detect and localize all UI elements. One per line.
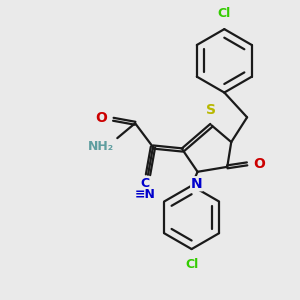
Text: ≡N: ≡N [135,188,155,201]
Text: Cl: Cl [185,258,198,271]
Text: NH₂: NH₂ [88,140,114,153]
Text: O: O [95,111,107,125]
Text: S: S [206,103,216,117]
Text: C: C [140,177,150,190]
Text: Cl: Cl [218,7,231,20]
Text: O: O [253,157,265,171]
Text: N: N [191,177,203,191]
